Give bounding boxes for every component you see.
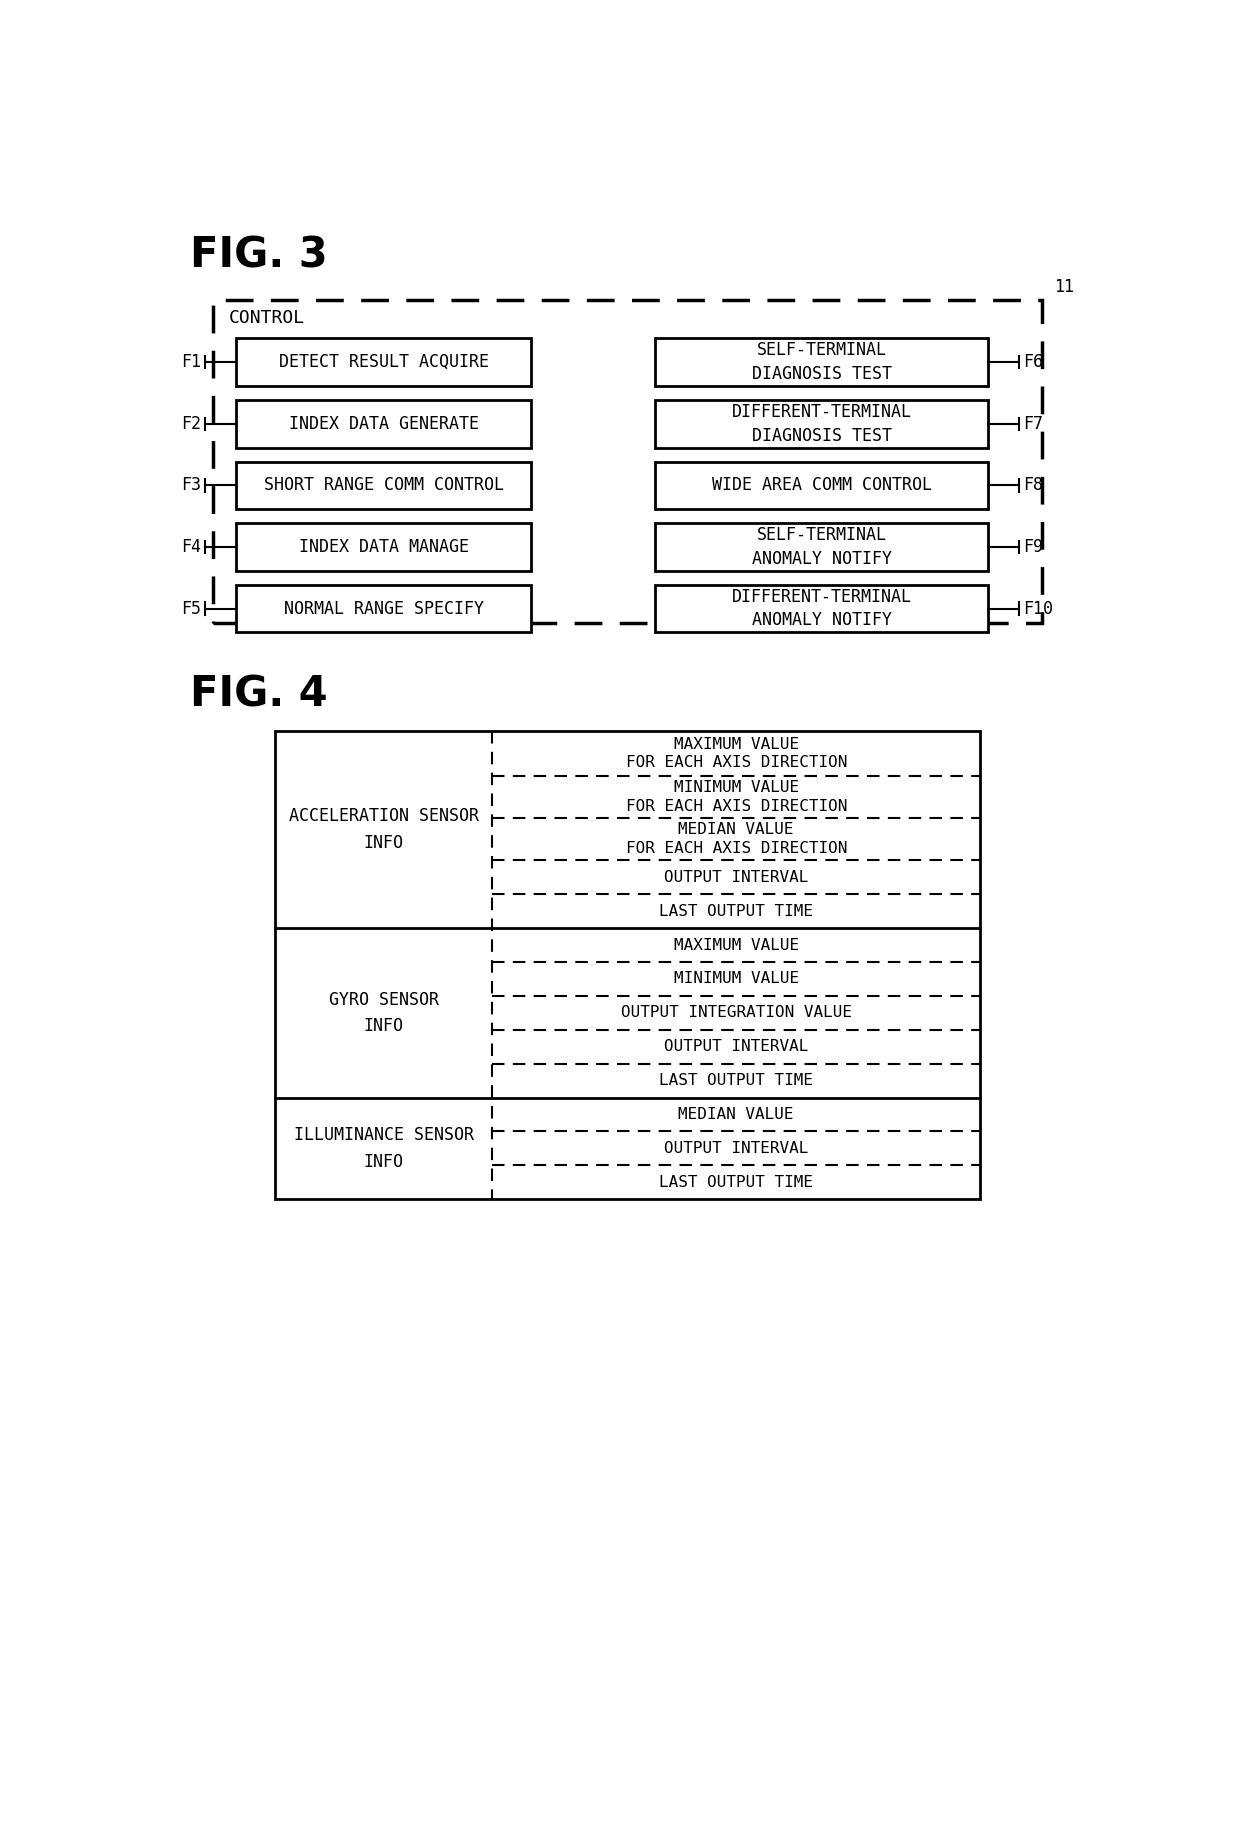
Bar [213,299,1043,624]
Text: SHORT RANGE COMM CONTROL: SHORT RANGE COMM CONTROL [264,476,503,495]
Text: WIDE AREA COMM CONTROL: WIDE AREA COMM CONTROL [712,476,931,495]
Text: MEDIAN VALUE: MEDIAN VALUE [678,1108,794,1122]
Text: F9: F9 [1023,538,1043,557]
Text: GYRO SENSOR
INFO: GYRO SENSOR INFO [329,991,439,1035]
Bar [655,462,988,509]
Text: LAST OUTPUT TIME: LAST OUTPUT TIME [660,903,813,918]
Text: OUTPUT INTERVAL: OUTPUT INTERVAL [665,1141,808,1155]
Text: ACCELERATION SENSOR
INFO: ACCELERATION SENSOR INFO [289,807,479,852]
Text: SELF-TERMINAL
ANOMALY NOTIFY: SELF-TERMINAL ANOMALY NOTIFY [751,526,892,568]
Bar [237,462,531,509]
Text: F1: F1 [181,354,201,370]
Text: INDEX DATA MANAGE: INDEX DATA MANAGE [299,538,469,557]
Bar [237,338,531,387]
Text: F8: F8 [1023,476,1043,495]
Text: DIFFERENT-TERMINAL
DIAGNOSIS TEST: DIFFERENT-TERMINAL DIAGNOSIS TEST [732,403,911,445]
Bar [275,732,981,1199]
Text: DETECT RESULT ACQUIRE: DETECT RESULT ACQUIRE [279,354,489,370]
Bar [655,338,988,387]
Bar [237,400,531,447]
Text: MAXIMUM VALUE: MAXIMUM VALUE [673,938,799,953]
Text: ILLUMINANCE SENSOR
INFO: ILLUMINANCE SENSOR INFO [294,1126,474,1170]
Text: F5: F5 [181,600,201,617]
Text: F3: F3 [181,476,201,495]
Text: MEDIAN VALUE
FOR EACH AXIS DIRECTION: MEDIAN VALUE FOR EACH AXIS DIRECTION [625,823,847,856]
Text: MINIMUM VALUE
FOR EACH AXIS DIRECTION: MINIMUM VALUE FOR EACH AXIS DIRECTION [625,779,847,814]
Text: MINIMUM VALUE: MINIMUM VALUE [673,971,799,987]
Text: F2: F2 [181,414,201,433]
Bar [237,584,531,633]
Text: LAST OUTPUT TIME: LAST OUTPUT TIME [660,1073,813,1088]
Text: F7: F7 [1023,414,1043,433]
Text: F4: F4 [181,538,201,557]
Text: MAXIMUM VALUE
FOR EACH AXIS DIRECTION: MAXIMUM VALUE FOR EACH AXIS DIRECTION [625,737,847,770]
Text: OUTPUT INTEGRATION VALUE: OUTPUT INTEGRATION VALUE [621,1006,852,1020]
Text: FIG. 4: FIG. 4 [190,673,327,715]
Text: CONTROL: CONTROL [228,308,305,327]
Bar [655,400,988,447]
Text: NORMAL RANGE SPECIFY: NORMAL RANGE SPECIFY [284,600,484,617]
Text: INDEX DATA GENERATE: INDEX DATA GENERATE [289,414,479,433]
Text: LAST OUTPUT TIME: LAST OUTPUT TIME [660,1175,813,1190]
Bar [655,524,988,571]
Text: F10: F10 [1023,600,1053,617]
Text: 11: 11 [1054,277,1074,296]
Text: OUTPUT INTERVAL: OUTPUT INTERVAL [665,871,808,885]
Bar [655,584,988,633]
Text: OUTPUT INTERVAL: OUTPUT INTERVAL [665,1038,808,1055]
Text: SELF-TERMINAL
DIAGNOSIS TEST: SELF-TERMINAL DIAGNOSIS TEST [751,341,892,383]
Text: FIG. 3: FIG. 3 [190,234,327,276]
Text: DIFFERENT-TERMINAL
ANOMALY NOTIFY: DIFFERENT-TERMINAL ANOMALY NOTIFY [732,588,911,630]
Text: F6: F6 [1023,354,1043,370]
Bar [237,524,531,571]
